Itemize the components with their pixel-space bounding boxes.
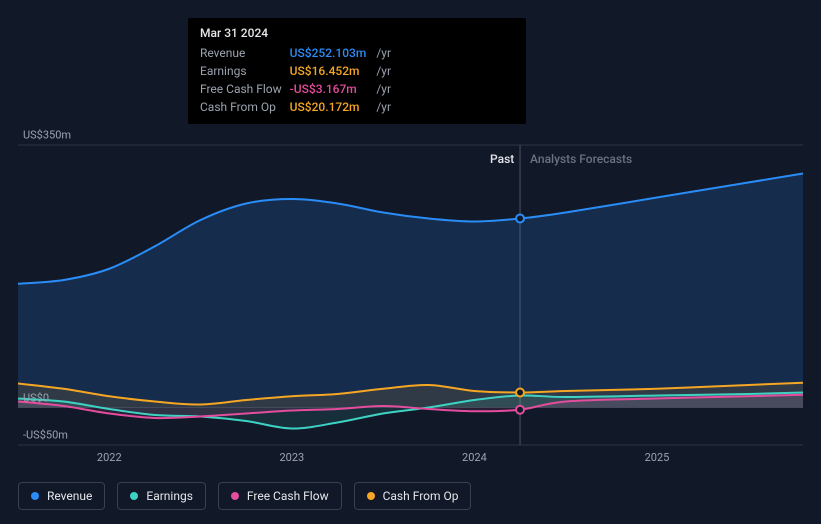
legend-dot-icon bbox=[367, 492, 375, 500]
tooltip-row-label: Earnings bbox=[200, 62, 290, 80]
tooltip-row-label: Free Cash Flow bbox=[200, 80, 290, 98]
legend-dot-icon bbox=[31, 492, 39, 500]
legend-item[interactable]: Cash From Op bbox=[354, 482, 472, 510]
y-tick-label: US$0 bbox=[23, 391, 49, 404]
legend-label: Cash From Op bbox=[383, 489, 459, 503]
tooltip-row: Free Cash Flow-US$3.167m/yr bbox=[200, 80, 399, 98]
chart-canvas[interactable] bbox=[18, 145, 803, 465]
tooltip-row-suffix: /yr bbox=[374, 62, 399, 80]
legend-label: Free Cash Flow bbox=[247, 489, 329, 503]
x-tick-label: 2022 bbox=[97, 451, 122, 464]
x-tick-label: 2024 bbox=[462, 451, 487, 464]
legend-dot-icon bbox=[130, 492, 138, 500]
tooltip-table: RevenueUS$252.103m/yrEarningsUS$16.452m/… bbox=[200, 44, 399, 116]
zone-label-forecast: Analysts Forecasts bbox=[530, 152, 632, 166]
financials-chart: Mar 31 2024 RevenueUS$252.103m/yrEarning… bbox=[0, 0, 821, 524]
tooltip-row-suffix: /yr bbox=[374, 80, 399, 98]
tooltip-row: EarningsUS$16.452m/yr bbox=[200, 62, 399, 80]
tooltip-row-label: Revenue bbox=[200, 44, 290, 62]
y-tick-label: -US$50m bbox=[23, 429, 68, 442]
legend-item[interactable]: Earnings bbox=[117, 482, 206, 510]
tooltip-row-value: US$16.452m bbox=[290, 62, 375, 80]
tooltip-row-value: US$20.172m bbox=[290, 98, 375, 116]
tooltip-row-value: -US$3.167m bbox=[290, 80, 375, 98]
zone-label-past: Past bbox=[490, 152, 514, 166]
tooltip-date: Mar 31 2024 bbox=[200, 26, 514, 40]
tooltip-row-label: Cash From Op bbox=[200, 98, 290, 116]
legend-dot-icon bbox=[231, 492, 239, 500]
legend-label: Revenue bbox=[47, 489, 92, 503]
legend-label: Earnings bbox=[146, 489, 193, 503]
x-tick-label: 2023 bbox=[279, 451, 304, 464]
tooltip-row-suffix: /yr bbox=[374, 98, 399, 116]
tooltip-row-value: US$252.103m bbox=[290, 44, 375, 62]
x-tick-label: 2025 bbox=[645, 451, 670, 464]
legend-item[interactable]: Revenue bbox=[18, 482, 105, 510]
tooltip-row-suffix: /yr bbox=[374, 44, 399, 62]
y-tick-label: US$350m bbox=[23, 129, 71, 142]
legend: Revenue Earnings Free Cash Flow Cash From O… bbox=[18, 482, 471, 510]
legend-item[interactable]: Free Cash Flow bbox=[218, 482, 342, 510]
chart-tooltip: Mar 31 2024 RevenueUS$252.103m/yrEarning… bbox=[188, 18, 526, 124]
tooltip-row: Cash From OpUS$20.172m/yr bbox=[200, 98, 399, 116]
tooltip-row: RevenueUS$252.103m/yr bbox=[200, 44, 399, 62]
